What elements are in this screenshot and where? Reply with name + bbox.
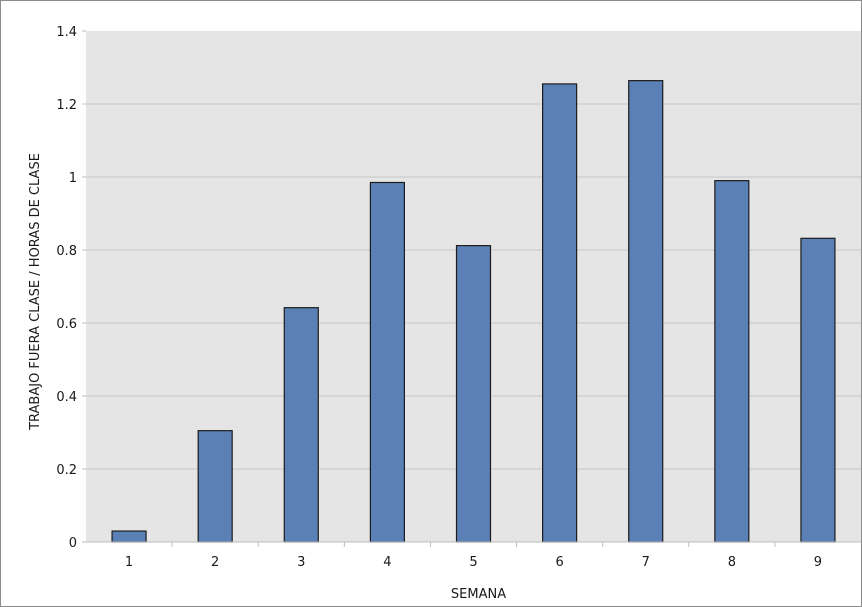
y-tick-label: 1 <box>69 171 77 186</box>
y-tick-label: 0.8 <box>56 244 77 259</box>
y-tick-label: 0 <box>69 536 77 551</box>
x-tick-label: 3 <box>297 555 305 570</box>
x-tick-label: 8 <box>728 555 736 570</box>
x-tick-label: 9 <box>814 555 822 570</box>
x-tick-label: 5 <box>469 555 477 570</box>
bar <box>628 80 664 543</box>
bar <box>369 181 405 543</box>
x-tick-label: 7 <box>642 555 650 570</box>
x-axis-title: SEMANA <box>451 587 506 602</box>
x-axis: 1 2 3 4 5 6 7 8 9 <box>86 541 861 570</box>
bar <box>542 83 578 543</box>
x-tick-label: 2 <box>211 555 219 570</box>
bar <box>197 430 233 543</box>
y-axis: 0 0.2 0.4 0.6 0.8 1 1.2 1.4 <box>56 25 86 551</box>
x-tick-label: 6 <box>555 555 563 570</box>
bar <box>714 180 750 543</box>
y-tick-label: 0.4 <box>56 390 77 405</box>
bar <box>111 530 147 543</box>
y-tick-label: 1.2 <box>56 98 77 113</box>
bar <box>800 237 836 543</box>
x-tick-label: 1 <box>125 555 133 570</box>
y-tick-label: 0.2 <box>56 463 77 478</box>
y-axis-title: TRABAJO FUERA CLASE / HORAS DE CLASE <box>28 153 43 431</box>
y-tick-label: 1.4 <box>56 25 77 40</box>
x-tick-label: 4 <box>383 555 391 570</box>
bar <box>283 307 319 543</box>
y-tick-label: 0.6 <box>56 317 77 332</box>
bars <box>111 80 836 543</box>
bar <box>455 245 492 543</box>
